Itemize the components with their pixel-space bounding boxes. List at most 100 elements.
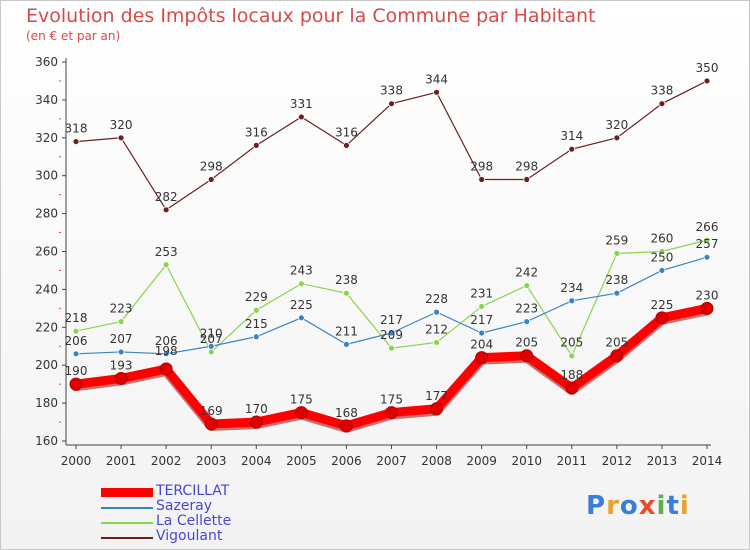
- data-label: 318: [65, 122, 88, 136]
- data-point: [610, 349, 624, 363]
- data-label: 205: [515, 336, 538, 350]
- data-label: 230: [696, 288, 719, 302]
- x-tick-label: 2000: [61, 454, 92, 468]
- legend-swatch-la-cellette: [101, 522, 153, 524]
- data-point: [565, 381, 579, 395]
- data-label: 207: [110, 332, 133, 346]
- data-label: 350: [696, 61, 719, 75]
- data-point: [430, 402, 444, 416]
- data-label: 175: [380, 393, 403, 407]
- data-label: 234: [560, 281, 583, 295]
- data-label: 175: [290, 393, 313, 407]
- data-label: 205: [605, 336, 628, 350]
- data-label: 282: [155, 190, 178, 204]
- data-label: 207: [200, 332, 223, 346]
- data-point: [204, 417, 218, 431]
- data-label: 212: [425, 322, 448, 336]
- x-tick-label: 2011: [557, 454, 588, 468]
- data-point: [385, 406, 398, 420]
- data-point: [114, 371, 128, 385]
- data-label: 338: [650, 84, 673, 98]
- data-label: 238: [335, 273, 358, 287]
- data-point: [117, 348, 125, 356]
- y-tick-label: 240: [35, 282, 58, 296]
- data-label: 257: [696, 237, 719, 251]
- data-point: [703, 236, 711, 244]
- data-point: [433, 339, 440, 346]
- data-label: 205: [560, 336, 583, 350]
- data-label: 209: [380, 328, 403, 342]
- data-point: [69, 377, 83, 391]
- data-point: [478, 303, 486, 310]
- data-point: [162, 350, 170, 358]
- data-point: [523, 176, 531, 183]
- data-label: 298: [515, 159, 538, 173]
- data-label: 298: [470, 159, 493, 173]
- data-point: [117, 134, 125, 142]
- y-tick-label: 340: [35, 93, 58, 107]
- data-label: 169: [200, 404, 223, 418]
- data-label: 250: [650, 250, 673, 264]
- data-point: [117, 318, 125, 326]
- data-point: [72, 350, 80, 358]
- data-point: [703, 77, 711, 85]
- legend-label-la-cellette: La Cellette: [156, 513, 232, 529]
- data-point: [252, 333, 260, 341]
- legend-swatch-vigoulant: [101, 537, 153, 539]
- x-tick-label: 2008: [421, 454, 452, 468]
- x-tick-label: 2002: [151, 454, 182, 468]
- y-tick-label: 180: [35, 396, 58, 410]
- data-point: [388, 329, 395, 337]
- data-label: 168: [335, 406, 358, 420]
- data-label: 225: [290, 298, 313, 312]
- data-point: [294, 406, 308, 420]
- data-label: 215: [245, 317, 268, 331]
- legend-swatch-tercillat: [101, 488, 153, 497]
- y-tick-label: 300: [35, 169, 58, 183]
- data-point: [475, 351, 489, 365]
- data-point: [478, 329, 486, 337]
- data-point: [252, 141, 260, 149]
- proxiti-logo: Proxiti: [586, 491, 690, 521]
- data-point: [700, 301, 714, 315]
- data-point: [520, 349, 534, 363]
- legend-label-vigoulant: Vigoulant: [156, 528, 223, 544]
- data-point: [252, 306, 260, 314]
- data-point: [159, 362, 173, 376]
- data-point: [72, 138, 80, 145]
- data-point: [703, 253, 711, 261]
- data-point: [207, 176, 215, 183]
- x-tick-label: 2013: [647, 454, 678, 468]
- data-point: [523, 282, 531, 290]
- x-tick-label: 2009: [466, 454, 497, 468]
- data-point: [207, 342, 215, 350]
- data-label: 238: [605, 273, 628, 287]
- y-tick-label: 200: [35, 358, 58, 372]
- logo-letter: t: [666, 491, 680, 521]
- data-point: [478, 176, 486, 183]
- x-tick-label: 2005: [286, 454, 317, 468]
- data-label: 206: [65, 334, 88, 348]
- data-point: [433, 88, 440, 96]
- data-point: [297, 280, 305, 288]
- logo-letter: o: [619, 491, 639, 521]
- data-label: 225: [650, 298, 673, 312]
- data-point: [343, 340, 350, 348]
- logo-letter: x: [638, 491, 657, 521]
- data-label: 206: [155, 334, 178, 348]
- x-tick-label: 2012: [602, 454, 633, 468]
- data-label: 259: [605, 233, 628, 247]
- data-label: 170: [245, 402, 268, 416]
- data-point: [613, 289, 621, 297]
- data-label: 260: [650, 232, 673, 246]
- data-label: 320: [110, 118, 133, 132]
- data-point: [339, 419, 353, 433]
- data-point: [72, 327, 80, 335]
- data-label: 228: [425, 292, 448, 306]
- data-point: [613, 134, 621, 142]
- data-label: 316: [335, 125, 358, 139]
- logo-letter: i: [656, 491, 667, 521]
- data-point: [655, 311, 669, 325]
